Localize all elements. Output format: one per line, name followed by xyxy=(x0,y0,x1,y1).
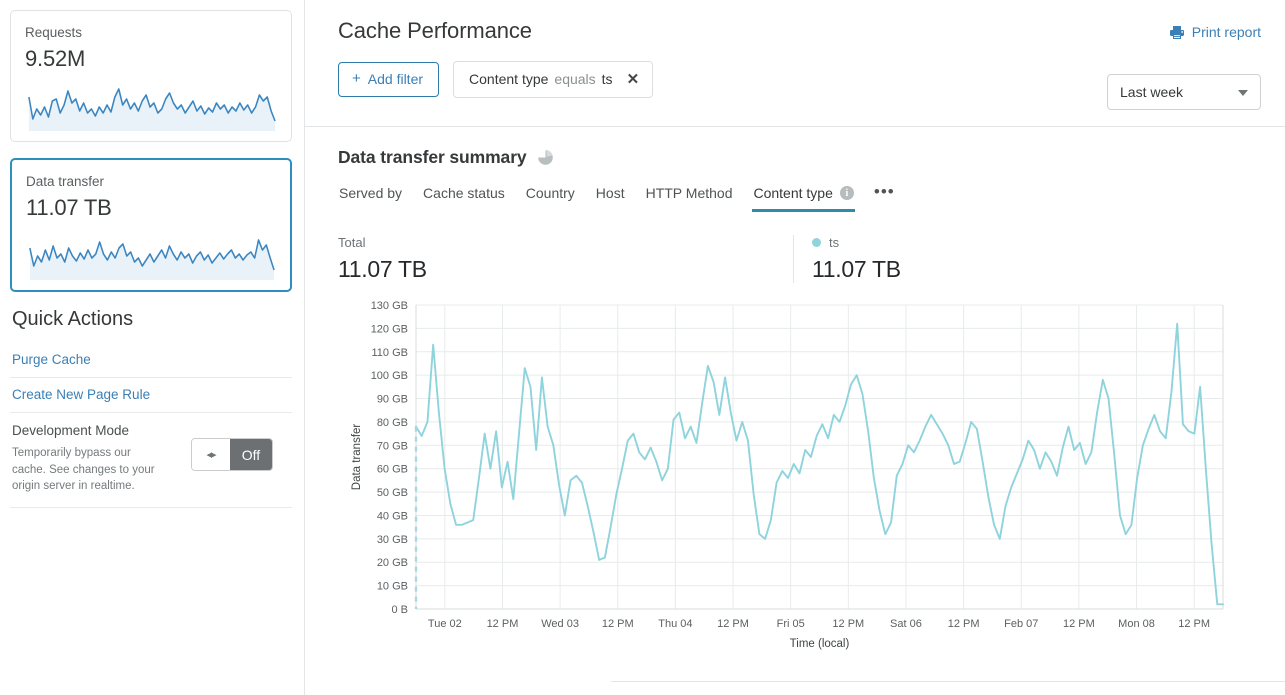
quick-action-create-page-rule[interactable]: Create New Page Rule xyxy=(10,378,292,413)
development-mode-description: Temporarily bypass our cache. See change… xyxy=(12,447,155,492)
svg-text:Feb 07: Feb 07 xyxy=(1004,618,1038,630)
svg-text:50 GB: 50 GB xyxy=(377,487,408,499)
tab-cache-status[interactable]: Cache status xyxy=(422,183,506,212)
plus-icon: + xyxy=(352,70,361,87)
tab-country[interactable]: Country xyxy=(525,183,576,212)
chevron-down-icon xyxy=(1238,90,1248,96)
tab-label: Content type xyxy=(753,185,833,201)
totals-row: Total 11.07 TB ts 11.07 TB xyxy=(338,235,1261,283)
toggle-state-label: Off xyxy=(230,439,272,470)
svg-text:12 PM: 12 PM xyxy=(487,618,519,630)
svg-text:Thu 04: Thu 04 xyxy=(658,618,692,630)
tab-label: HTTP Method xyxy=(645,185,733,201)
svg-text:Wed 03: Wed 03 xyxy=(541,618,579,630)
svg-text:Fri 05: Fri 05 xyxy=(777,618,805,630)
svg-text:12 PM: 12 PM xyxy=(1178,618,1210,630)
requests-sparkline xyxy=(28,88,276,131)
svg-text:12 PM: 12 PM xyxy=(602,618,634,630)
svg-text:130 GB: 130 GB xyxy=(371,300,408,312)
tab-label: Served by xyxy=(339,185,403,201)
filter-value: ts xyxy=(601,71,613,87)
development-mode-block: Development Mode Temporarily bypass our … xyxy=(10,413,292,508)
add-filter-label: Add filter xyxy=(367,71,424,87)
printer-icon xyxy=(1169,25,1184,39)
tab-label: Cache status xyxy=(423,185,505,201)
svg-text:Time (local): Time (local) xyxy=(790,638,850,650)
svg-text:40 GB: 40 GB xyxy=(377,510,408,522)
print-report-button[interactable]: Print report xyxy=(1169,24,1261,40)
svg-text:80 GB: 80 GB xyxy=(377,417,408,429)
tab-served-by[interactable]: Served by xyxy=(338,183,403,212)
stat-card-label: Data transfer xyxy=(26,174,105,189)
stat-card-label: Requests xyxy=(25,25,83,40)
bottom-divider xyxy=(611,681,1285,682)
pie-chart-icon xyxy=(537,149,553,165)
summary-title-row: Data transfer summary xyxy=(338,147,1261,168)
tabs-overflow-button[interactable]: ••• xyxy=(873,182,895,201)
summary-tabs: Served by Cache status Country Host HTTP… xyxy=(338,182,1261,212)
series-legend: ts xyxy=(812,235,1248,250)
stat-card-value: 11.07 TB xyxy=(26,195,112,220)
chart-svg[interactable]: 0 B 10 GB 20 GB 30 GB 40 GB 50 GB 60 GB 70 GB 80… xyxy=(338,297,1238,652)
svg-text:90 GB: 90 GB xyxy=(377,394,408,406)
print-report-label: Print report xyxy=(1191,24,1261,40)
svg-text:0 B: 0 B xyxy=(391,604,408,616)
svg-text:12 PM: 12 PM xyxy=(717,618,749,630)
total-block: Total 11.07 TB xyxy=(338,235,793,283)
stat-card-requests[interactable]: Requests 9.52M xyxy=(10,10,292,142)
development-mode-toggle[interactable]: ◂▸ Off xyxy=(191,438,273,471)
series-label: ts xyxy=(829,235,840,250)
summary-title: Data transfer summary xyxy=(338,147,527,167)
svg-text:70 GB: 70 GB xyxy=(377,440,408,452)
stat-card-data-transfer[interactable]: Data transfer 11.07 TB xyxy=(10,158,292,292)
add-filter-button[interactable]: + Add filter xyxy=(338,62,440,97)
time-range-select[interactable]: Last week xyxy=(1107,74,1261,110)
page-title: Cache Performance xyxy=(338,18,532,43)
tab-http-method[interactable]: HTTP Method xyxy=(645,183,734,212)
svg-text:12 PM: 12 PM xyxy=(948,618,980,630)
total-label: Total xyxy=(338,235,366,250)
svg-text:60 GB: 60 GB xyxy=(377,464,408,476)
filter-row: + Add filter Content type equals ts ✕ xyxy=(338,61,1261,98)
svg-text:110 GB: 110 GB xyxy=(372,347,409,359)
tab-label: Host xyxy=(595,185,625,201)
time-range-value: Last week xyxy=(1120,84,1184,100)
legend-color-dot xyxy=(812,238,821,247)
data-transfer-summary-panel: Data transfer summary Served by Cache st… xyxy=(305,127,1285,652)
quick-action-purge-cache[interactable]: Purge Cache xyxy=(10,343,292,378)
total-value: 11.07 TB xyxy=(338,256,427,282)
tab-content-type[interactable]: Content type i xyxy=(752,183,855,212)
svg-text:20 GB: 20 GB xyxy=(377,557,408,569)
svg-text:Tue 02: Tue 02 xyxy=(428,618,462,630)
tab-label: Country xyxy=(525,185,575,201)
filter-pill-content-type[interactable]: Content type equals ts ✕ xyxy=(453,61,654,98)
quick-actions-title: Quick Actions xyxy=(12,308,134,330)
svg-text:Sat 06: Sat 06 xyxy=(890,618,922,630)
series-block: ts 11.07 TB xyxy=(793,235,1248,283)
svg-text:Data transfer: Data transfer xyxy=(351,424,363,491)
svg-text:30 GB: 30 GB xyxy=(377,534,408,546)
svg-text:12 PM: 12 PM xyxy=(1063,618,1095,630)
close-icon[interactable]: ✕ xyxy=(626,71,640,88)
stat-card-value: 9.52M xyxy=(25,46,86,71)
main-header: Cache Performance Print report + Add fil… xyxy=(305,0,1285,127)
svg-text:12 PM: 12 PM xyxy=(832,618,864,630)
info-icon[interactable]: i xyxy=(839,186,854,200)
toggle-handle-icon[interactable]: ◂▸ xyxy=(192,439,230,470)
svg-text:10 GB: 10 GB xyxy=(377,581,408,593)
svg-text:Mon 08: Mon 08 xyxy=(1118,618,1155,630)
development-mode-title: Development Mode xyxy=(12,423,130,438)
data-transfer-sparkline xyxy=(29,239,275,280)
series-value: 11.07 TB xyxy=(812,256,901,282)
filter-operator: equals xyxy=(554,71,596,87)
data-transfer-chart[interactable]: 0 B 10 GB 20 GB 30 GB 40 GB 50 GB 60 GB 70 GB 80… xyxy=(338,297,1261,652)
tab-host[interactable]: Host xyxy=(595,183,626,212)
main-content: Cache Performance Print report + Add fil… xyxy=(305,0,1285,695)
sidebar: Requests 9.52M Data transfer 11.07 TB Qu… xyxy=(0,0,305,695)
filter-field: Content type xyxy=(469,71,549,87)
svg-text:120 GB: 120 GB xyxy=(371,323,408,335)
svg-text:100 GB: 100 GB xyxy=(371,370,408,382)
